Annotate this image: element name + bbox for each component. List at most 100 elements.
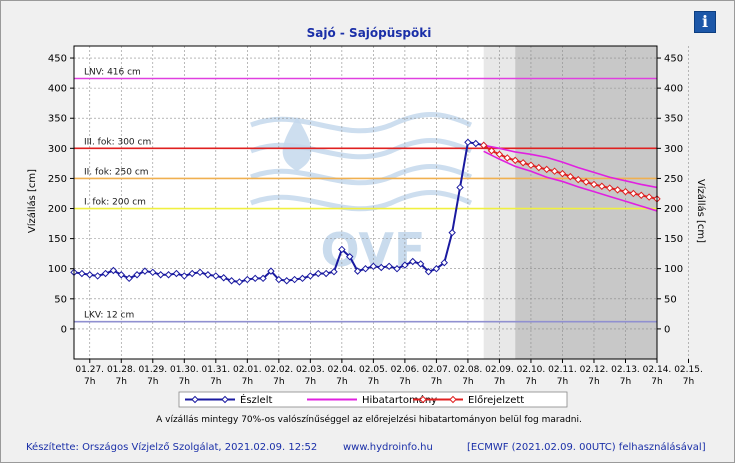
observed-point [346, 252, 354, 261]
axes: 0 0 50 50 100 100 150 150 200 200 250 250 300 300 350 3… [48, 45, 703, 387]
y-tick-label-left: 50 [54, 294, 67, 305]
observed-point [393, 265, 401, 273]
x-tick-label: 02.02. [265, 365, 294, 375]
y-tick-label-left: 450 [48, 54, 67, 65]
observed-point [101, 269, 110, 278]
forecast-point [542, 165, 551, 174]
y-tick-label-right: 200 [664, 204, 683, 215]
observed-point [283, 277, 291, 285]
forecast-point [550, 167, 559, 175]
forecast-point [613, 186, 622, 194]
x-tick-sublabel: 7h [588, 377, 599, 387]
reference-lines: LNV: 416 cm III. fok: 300 cm II. fok: 250 … [74, 68, 657, 323]
legend-label: Előrejelzett [468, 394, 524, 406]
observed-point [432, 265, 441, 273]
reference-line-label: LKV: 12 cm [84, 311, 134, 321]
y-tick-label-right: 300 [664, 144, 683, 155]
y-tick-label-left: 350 [48, 114, 67, 125]
x-tick-sublabel: 7h [305, 377, 316, 387]
x-tick-label: 01.28. [107, 365, 136, 375]
legend-swatch-marker [221, 395, 229, 404]
x-tick-label: 02.07. [422, 365, 451, 375]
reference-line-label: I. fok: 200 cm [84, 198, 146, 208]
observed-point [117, 271, 125, 279]
legend-label: Hibatartomány [362, 394, 437, 406]
forecast-point [637, 191, 645, 199]
observed-point [298, 274, 307, 283]
observed-point [125, 274, 133, 283]
observed-point [314, 269, 322, 278]
observed-point [212, 272, 220, 280]
forecast-point [535, 163, 543, 172]
x-tick-label: 02.14. [643, 365, 672, 375]
observed-point [235, 278, 244, 286]
x-tick-sublabel: 7h [557, 377, 568, 387]
x-tick-label: 02.04. [328, 365, 357, 375]
observed-point [290, 275, 299, 284]
x-tick-label: 01.31. [201, 365, 230, 375]
observed-point [156, 271, 165, 279]
forecast-point [487, 147, 496, 155]
observed-point [141, 267, 149, 275]
observed-point [78, 269, 86, 278]
y-tick-label-left: 300 [48, 144, 67, 155]
forecast-point [629, 189, 638, 198]
x-tick-label: 02.10. [517, 365, 546, 375]
legend-swatch-marker [449, 395, 457, 404]
forecast-point [582, 178, 590, 186]
legend-swatch-marker [419, 395, 427, 404]
forecast-point [645, 193, 653, 201]
y-tick-label-left: 200 [48, 204, 67, 215]
observed-point [259, 274, 267, 283]
observed-point [448, 228, 456, 237]
x-tick-label: 02.01. [233, 365, 262, 375]
plot-background [74, 46, 657, 359]
y-axis-title-left: Vízállás [cm] [26, 169, 38, 233]
y-tick-label-left: 250 [48, 174, 67, 185]
y-tick-label-left: 400 [48, 84, 67, 95]
observed-point [456, 183, 464, 192]
x-tick-label: 02.05. [359, 365, 388, 375]
forecast-region [515, 46, 657, 359]
observed-point [243, 275, 252, 284]
observed-point [306, 272, 315, 280]
y-tick-label-right: 50 [664, 294, 677, 305]
observed-point [219, 274, 228, 282]
forecast-point [495, 150, 504, 159]
observed-point [369, 262, 378, 271]
legend-label: Észlelt [240, 393, 272, 406]
observed-point [424, 268, 433, 276]
y-tick-label-right: 400 [664, 84, 683, 95]
reference-line-label: LNV: 416 cm [84, 68, 141, 78]
legend-box [178, 391, 568, 408]
y-tick-label-right: 350 [664, 114, 683, 125]
y-tick-label-right: 150 [664, 234, 683, 245]
forecast-point [574, 175, 582, 184]
footer-model-note: [ECMWF (2021.02.09. 00UTC) felhasználásá… [467, 441, 706, 453]
x-tick-label: 02.13. [611, 365, 640, 375]
watermark-wave-shape [250, 112, 473, 134]
x-tick-label: 02.06. [391, 365, 420, 375]
observed-point [440, 258, 448, 267]
observed-point [251, 274, 259, 283]
y-tick-label-right: 100 [664, 264, 683, 275]
x-tick-sublabel: 7h [525, 377, 536, 387]
x-tick-label: 01.30. [170, 365, 199, 375]
x-tick-label: 02.03. [296, 365, 325, 375]
reference-line-label: III. fok: 300 cm [84, 137, 151, 147]
observed-point [109, 266, 118, 275]
forecast-point [590, 180, 598, 189]
x-tick-sublabel: 7h [84, 377, 95, 387]
watermark-wave-shape [250, 190, 473, 212]
footer-url-link[interactable]: www.hydroinfo.hu [343, 442, 433, 453]
observed-point [86, 271, 94, 279]
x-tick-sublabel: 7h [273, 377, 284, 387]
observed-point [275, 275, 283, 284]
y-tick-label-left: 150 [48, 234, 67, 245]
info-button[interactable]: i [694, 11, 716, 33]
observed-point [385, 262, 393, 271]
observed-point [188, 269, 196, 278]
legend: Észlelt Hibatartomány Előrejelzett [178, 391, 568, 408]
